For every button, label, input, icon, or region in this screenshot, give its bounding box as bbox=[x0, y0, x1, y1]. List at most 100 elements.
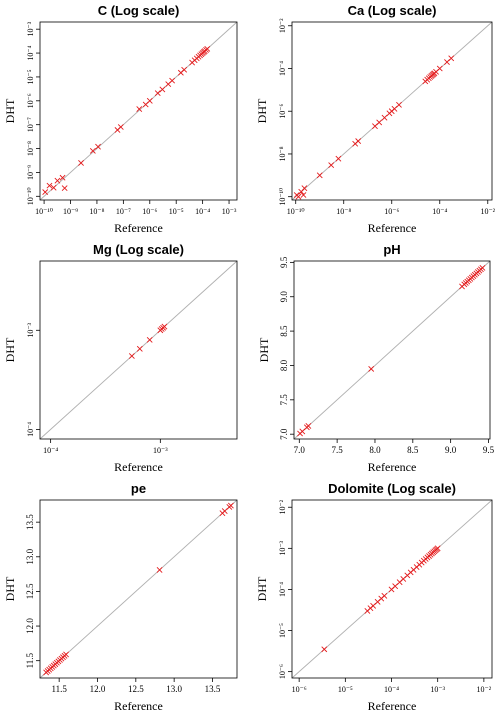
dolomite-chart-svg: Dolomite (Log scale) 10⁻⁶ 10⁻⁵ 10⁻⁴ 10⁻³ 10⁻²… bbox=[255, 481, 493, 713]
chart-panel-ph: pH 7.0 7.5 8.0 8.5 9.0 9.5 7.0 7.5 8.0 8.5 9.0 9.5 Re… bbox=[250, 239, 500, 478]
pe-data-point bbox=[63, 651, 69, 658]
dolomite-xtick-label: 10⁻⁶ bbox=[292, 685, 307, 694]
c-data-point bbox=[181, 66, 188, 73]
ph-ytick-label: 8.0 bbox=[279, 359, 289, 371]
dolomite-y-axis-label: DHT bbox=[255, 576, 269, 601]
ph-ytick-label: 7.5 bbox=[279, 394, 289, 406]
dolomite-ytick-label: 10⁻³ bbox=[278, 540, 287, 555]
pe-ytick-label: 12.0 bbox=[25, 618, 35, 634]
mg-data-point bbox=[136, 345, 143, 352]
dolomite-xtick-label: 10⁻⁵ bbox=[338, 685, 353, 694]
mg-data-point bbox=[128, 353, 135, 359]
chart-panel-mg: Mg (Log scale) 10⁻⁴ 10⁻³ 10⁻⁴ 10⁻³ Reference D… bbox=[0, 239, 250, 478]
c-data-point bbox=[117, 124, 124, 130]
c-data-point bbox=[42, 189, 49, 196]
ph-xtick-label: 9.5 bbox=[483, 445, 495, 455]
mg-data-point bbox=[161, 323, 168, 330]
c-ytick-label: 10⁻¹⁰ bbox=[26, 187, 35, 205]
c-data-point bbox=[46, 182, 53, 189]
ca-x-axis-label: Reference bbox=[368, 221, 417, 235]
ca-ytick-label: 10⁻¹⁰ bbox=[278, 188, 287, 206]
c-ytick-label: 10⁻³ bbox=[26, 21, 35, 36]
c-x-axis-label: Reference bbox=[114, 221, 163, 235]
dolomite-ytick-label: 10⁻⁵ bbox=[278, 623, 287, 638]
ph-ytick-label: 7.0 bbox=[279, 428, 289, 440]
c-data-point bbox=[50, 184, 57, 191]
ph-xtick-label: 7.5 bbox=[332, 445, 344, 455]
c-data-point bbox=[78, 160, 84, 166]
c-ytick-label: 10⁻⁷ bbox=[26, 117, 35, 132]
dolomite-xtick-label: 10⁻³ bbox=[430, 685, 445, 694]
ca-data-point bbox=[396, 101, 402, 108]
ca-xtick-label: 10⁻⁴ bbox=[432, 207, 447, 216]
c-ytick-label: 10⁻⁴ bbox=[26, 45, 35, 60]
ca-xtick-label: 10⁻⁶ bbox=[384, 207, 399, 216]
ca-y-axis-label: DHT bbox=[255, 98, 269, 123]
c-data-point bbox=[159, 86, 166, 93]
ca-data-point bbox=[448, 55, 455, 62]
c-data-point bbox=[59, 174, 66, 181]
pe-xtick-label: 11.5 bbox=[51, 684, 67, 694]
c-xtick-label: 10⁻⁸ bbox=[89, 207, 104, 216]
ph-data-point bbox=[305, 423, 312, 429]
dolomite-ytick-label: 10⁻² bbox=[278, 499, 287, 514]
ca-xtick-label: 10⁻⁸ bbox=[336, 207, 351, 216]
ca-data-point bbox=[300, 192, 307, 198]
mg-xtick-label: 10⁻⁴ bbox=[43, 446, 58, 455]
chart-panel-dolomite: Dolomite (Log scale) 10⁻⁶ 10⁻⁵ 10⁻⁴ 10⁻³ 10⁻²… bbox=[250, 478, 500, 718]
dolomite-data-point bbox=[381, 592, 388, 599]
pe-ytick-label: 13.0 bbox=[25, 548, 35, 564]
ph-data-point bbox=[368, 365, 375, 372]
c-ytick-label: 10⁻⁸ bbox=[26, 141, 35, 156]
ca-data-point bbox=[316, 172, 323, 179]
dolomite-chart-title: Dolomite (Log scale) bbox=[328, 481, 456, 496]
pe-data-point bbox=[227, 502, 234, 509]
c-data-point bbox=[136, 106, 143, 113]
dolomite-ytick-label: 10⁻⁶ bbox=[278, 664, 287, 679]
mg-x-axis-label: Reference bbox=[114, 460, 163, 474]
mg-chart-svg: Mg (Log scale) 10⁻⁴ 10⁻³ 10⁻⁴ 10⁻³ Reference D… bbox=[3, 242, 238, 474]
chart-panel-ca: Ca (Log scale) 10⁻¹⁰ 10⁻⁸ 10⁻⁶ 10⁻⁴ 10⁻² 10⁻¹⁰… bbox=[250, 0, 500, 239]
ca-chart-title: Ca (Log scale) bbox=[348, 3, 437, 18]
c-ytick-label: 10⁻⁶ bbox=[26, 93, 35, 108]
ph-xtick-label: 8.5 bbox=[407, 445, 419, 455]
ph-chart-title: pH bbox=[383, 242, 400, 257]
pe-plot-frame bbox=[39, 499, 238, 679]
pe-xtick-label: 12.0 bbox=[90, 684, 106, 694]
c-data-point bbox=[146, 97, 153, 104]
c-ytick-label: 10⁻⁵ bbox=[26, 69, 35, 84]
ph-xtick-label: 8.0 bbox=[369, 445, 381, 455]
c-data-point bbox=[54, 177, 61, 184]
mg-ytick-label: 10⁻³ bbox=[26, 322, 35, 337]
ph-plot-frame bbox=[293, 260, 491, 440]
ph-xtick-label: 7.0 bbox=[294, 445, 306, 455]
pe-xtick-label: 13.5 bbox=[205, 684, 221, 694]
mg-y-axis-label: DHT bbox=[3, 337, 17, 362]
c-data-point bbox=[169, 77, 176, 84]
dolomite-x-axis-label: Reference bbox=[368, 699, 417, 713]
c-xtick-label: 10⁻³ bbox=[222, 207, 237, 216]
pe-data-point bbox=[221, 508, 228, 514]
pe-data-point bbox=[156, 567, 163, 573]
ca-ytick-label: 10⁻⁶ bbox=[278, 104, 287, 119]
pe-chart-title: pe bbox=[131, 481, 146, 496]
dolomite-data-point bbox=[434, 545, 441, 552]
ca-data-point bbox=[376, 119, 383, 126]
ca-data-point bbox=[335, 155, 342, 162]
c-xtick-label: 10⁻⁵ bbox=[169, 207, 184, 216]
c-data-point bbox=[95, 143, 101, 150]
ph-ytick-label: 9.5 bbox=[279, 256, 289, 268]
c-xtick-label: 10⁻⁷ bbox=[116, 207, 131, 216]
c-xtick-label: 10⁻⁴ bbox=[195, 207, 210, 216]
dolomite-plot-frame bbox=[291, 499, 493, 679]
dolomite-ytick-label: 10⁻⁴ bbox=[278, 582, 287, 597]
ca-data-point bbox=[328, 162, 335, 169]
ca-data-point bbox=[381, 114, 388, 121]
pe-ytick-label: 13.5 bbox=[25, 514, 35, 530]
dolomite-xtick-label: 10⁻² bbox=[477, 685, 492, 694]
ph-data-point bbox=[479, 264, 486, 271]
ca-ytick-label: 10⁻⁸ bbox=[278, 146, 287, 161]
c-xtick-label: 10⁻¹⁰ bbox=[35, 207, 53, 216]
mg-data-point bbox=[146, 336, 153, 343]
pe-ytick-label: 11.5 bbox=[25, 652, 35, 668]
